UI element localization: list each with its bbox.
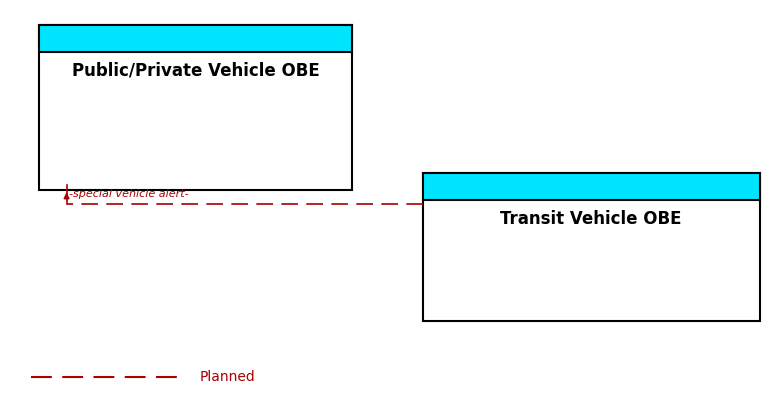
Bar (39, 25, 352, 190)
Bar (423, 173, 760, 200)
Bar (423, 173, 760, 321)
Text: Transit Vehicle OBE: Transit Vehicle OBE (500, 210, 682, 228)
Text: -special vehicle alert-: -special vehicle alert- (69, 189, 189, 199)
Text: Planned: Planned (200, 370, 255, 384)
Bar (39, 25, 352, 52)
Text: Public/Private Vehicle OBE: Public/Private Vehicle OBE (72, 62, 319, 80)
